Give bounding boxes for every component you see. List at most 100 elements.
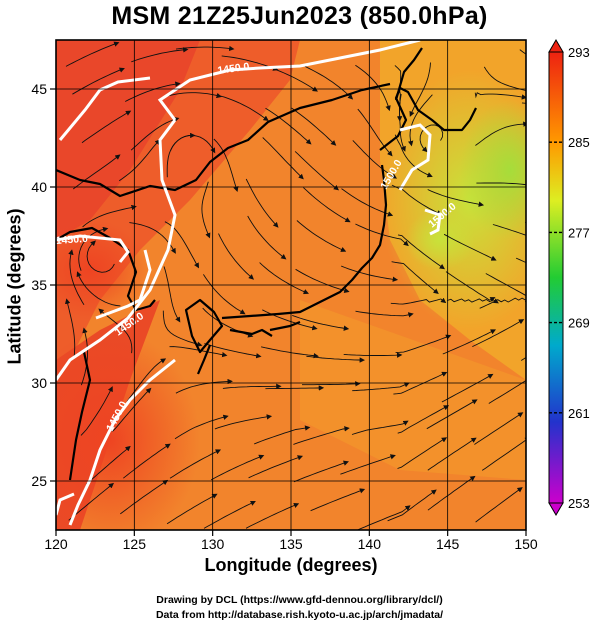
colorbar-tick-label: 261 bbox=[568, 406, 590, 421]
streamline bbox=[174, 414, 229, 440]
streamline bbox=[419, 124, 444, 153]
colorbar-max-triangle bbox=[548, 39, 564, 53]
x-tick-label: 145 bbox=[436, 536, 460, 552]
streamline bbox=[426, 399, 478, 430]
streamline bbox=[395, 334, 452, 353]
streamline bbox=[86, 240, 115, 273]
streamline bbox=[296, 220, 347, 252]
streamline bbox=[131, 47, 189, 63]
streamline bbox=[355, 64, 391, 112]
streamline bbox=[341, 265, 399, 282]
streamline bbox=[204, 343, 262, 359]
streamline bbox=[352, 140, 397, 179]
streamline bbox=[259, 262, 309, 295]
streamline bbox=[65, 41, 120, 67]
x-tick-label: 130 bbox=[201, 536, 225, 552]
credit-data: Data from http://database.rish.kyoto-u.a… bbox=[155, 609, 444, 621]
colorbar-min-triangle bbox=[548, 502, 564, 516]
streamline bbox=[68, 249, 85, 306]
streamline bbox=[443, 233, 497, 261]
streamline bbox=[427, 475, 476, 511]
x-tick-label: 120 bbox=[44, 536, 68, 552]
streamline bbox=[481, 436, 526, 471]
streamline bbox=[175, 45, 235, 52]
streamline bbox=[216, 94, 269, 121]
streamline bbox=[245, 502, 300, 529]
streamline bbox=[163, 266, 181, 323]
streamline bbox=[80, 386, 113, 436]
x-tick-label: 140 bbox=[358, 536, 382, 552]
streamline bbox=[397, 234, 446, 270]
streamline bbox=[262, 137, 304, 180]
streamline bbox=[81, 110, 132, 144]
streamline bbox=[387, 489, 437, 522]
streamline bbox=[394, 134, 433, 178]
streamline bbox=[169, 346, 228, 358]
streamline bbox=[265, 107, 312, 145]
streamline bbox=[427, 189, 485, 207]
streamline bbox=[210, 454, 265, 481]
streamline bbox=[303, 187, 351, 223]
streamline bbox=[218, 233, 255, 280]
streamline bbox=[302, 381, 361, 387]
streamline bbox=[222, 383, 282, 389]
streamline bbox=[248, 455, 304, 479]
streamline bbox=[293, 460, 349, 483]
colorbar-tick-label: 293 bbox=[568, 45, 590, 60]
streamline bbox=[446, 298, 499, 304]
colorbar: 293 285 277 269 261 253 bbox=[548, 39, 590, 516]
streamline bbox=[80, 327, 88, 386]
streamline bbox=[357, 505, 411, 530]
colorbar-tick-label: 285 bbox=[568, 135, 590, 150]
streamline bbox=[306, 355, 365, 363]
streamline bbox=[488, 379, 526, 404]
streamline bbox=[474, 92, 526, 100]
streamline bbox=[408, 94, 433, 147]
streamline bbox=[126, 358, 167, 402]
streamline bbox=[340, 454, 396, 475]
streamline bbox=[72, 67, 125, 95]
streamline bbox=[120, 479, 169, 515]
streamline bbox=[162, 310, 203, 347]
streamline bbox=[341, 188, 394, 217]
credit-drawing: Drawing by DCL (https://www.gfd-dennou.o… bbox=[156, 594, 443, 606]
streamline bbox=[355, 310, 414, 318]
streamline bbox=[343, 352, 403, 358]
streamline bbox=[304, 65, 354, 100]
streamline bbox=[294, 151, 340, 191]
streamline bbox=[166, 132, 196, 178]
contour-label: 1450.0 bbox=[217, 61, 251, 77]
streamline bbox=[201, 181, 211, 239]
streamline bbox=[247, 215, 287, 260]
streamline bbox=[64, 298, 76, 357]
streamline bbox=[397, 437, 448, 469]
figure-title: MSM 21Z25Jun2023 (850.0hPa) bbox=[111, 2, 488, 30]
streamline bbox=[351, 420, 409, 435]
streamline bbox=[260, 346, 319, 359]
streamline bbox=[398, 93, 406, 152]
streamline bbox=[476, 182, 526, 186]
x-tick-label: 135 bbox=[279, 536, 303, 552]
streamline bbox=[265, 385, 325, 391]
coastlines bbox=[56, 47, 477, 481]
temperature-field bbox=[56, 40, 526, 530]
contour-label: 1450.0 bbox=[55, 233, 88, 247]
streamline bbox=[293, 426, 350, 445]
colorbar-scale bbox=[548, 51, 564, 504]
streamline bbox=[163, 92, 222, 99]
streamline bbox=[393, 371, 448, 395]
streamline bbox=[203, 500, 256, 529]
streamline bbox=[442, 329, 497, 355]
streamline bbox=[445, 271, 496, 302]
lat-lon-grid bbox=[56, 40, 526, 530]
x-tick-label: 150 bbox=[514, 536, 538, 552]
streamline bbox=[397, 405, 450, 434]
streamline bbox=[214, 414, 273, 430]
colorbar-tick-label: 269 bbox=[568, 316, 590, 331]
colorbar-tick-label: 253 bbox=[568, 496, 590, 511]
y-tick-label: 25 bbox=[31, 473, 47, 489]
streamline bbox=[166, 493, 218, 525]
streamline bbox=[475, 121, 526, 146]
streamline bbox=[291, 107, 337, 146]
streamline bbox=[124, 81, 181, 102]
